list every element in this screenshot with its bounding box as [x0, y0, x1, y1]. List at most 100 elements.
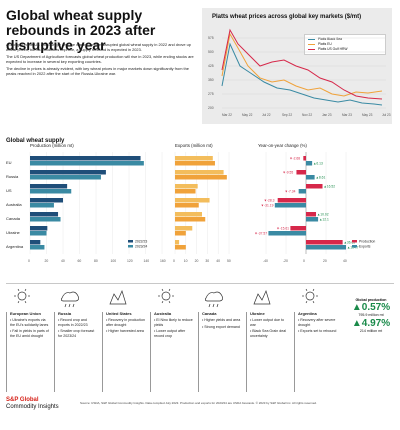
- exports-bar: [175, 203, 199, 208]
- country-note: Argentina • Recovery after severe drought…: [294, 311, 338, 392]
- x-tick-label: 80: [94, 259, 98, 263]
- yoy-value-label: ▼-37.57: [254, 232, 267, 236]
- x-tick-label: Mar 23: [342, 113, 352, 117]
- series-line-us-gulf: [221, 28, 383, 100]
- x-tick-label: 50: [227, 259, 231, 263]
- legend-swatch: [352, 245, 357, 248]
- price-chart-title: Platts wheat prices across global key ma…: [212, 14, 362, 20]
- exports-bar: [175, 184, 198, 189]
- x-tick-label: 30: [205, 259, 209, 263]
- y-tick-label: 425: [208, 64, 214, 68]
- yoy-exports-bar: [274, 203, 306, 208]
- x-tick-label: 60: [78, 259, 82, 263]
- price-chart-panel: Platts wheat prices across global key ma…: [202, 8, 392, 124]
- production-bar: [30, 156, 141, 161]
- exports-bar: [175, 175, 227, 180]
- yoy-value-label: ▲36.63: [344, 241, 356, 245]
- y-tick-label: 575: [208, 36, 214, 40]
- yoy-production-bar: [290, 226, 306, 231]
- exports-bar: [175, 240, 180, 245]
- yoy-value-label: ▼-9.55: [282, 171, 293, 175]
- x-tick-label: 140: [144, 259, 150, 263]
- page-title: Global wheat supply rebounds in 2023 aft…: [6, 7, 156, 53]
- section-title: Global wheat supply: [6, 138, 65, 144]
- production-bar: [30, 203, 54, 208]
- category-label: US: [6, 188, 12, 193]
- category-label: EU: [6, 160, 12, 165]
- production-bar: [30, 175, 101, 180]
- yoy-exports-bar: [298, 189, 306, 194]
- x-tick-label: 40: [61, 259, 65, 263]
- country-note-line: • Lower output due to war: [250, 318, 285, 327]
- production-bar: [30, 245, 45, 250]
- supply-charts: EU Russia US Australia Canada Ukraine Argentin…: [6, 152, 375, 263]
- country-note: European Union • Ukraine's exports via th…: [6, 311, 50, 392]
- country-icon-row: [14, 288, 318, 308]
- yoy-value-label: ▼-31.19: [261, 204, 274, 208]
- country-note-line: • Higher harvested area: [106, 329, 144, 334]
- production-bar: [30, 198, 63, 203]
- country-note-line: • Record crop and exports in 2022/23: [58, 318, 88, 327]
- production-bar: [30, 170, 106, 175]
- production-bar: [30, 161, 144, 166]
- legend-label: 2023/24: [135, 245, 147, 249]
- exports-bar: [175, 245, 186, 250]
- yoy-production-bar: [277, 198, 306, 203]
- country-note-line: • Recovery in production after drought: [106, 318, 146, 327]
- yoy-production-bar: [303, 156, 306, 161]
- exports-bar: [175, 161, 215, 166]
- legend-swatch: [128, 245, 133, 248]
- country-note-line: • Strong export demand: [202, 324, 240, 329]
- exports-bar: [175, 170, 224, 175]
- series-line-black-sea: [221, 42, 383, 106]
- legend-swatch: [352, 240, 357, 243]
- brand-subline: Commodity Insights: [6, 404, 59, 410]
- yoy-exports-bar: [306, 245, 346, 250]
- exports-bar: [175, 217, 206, 222]
- x-tick-label: Jul 22: [262, 113, 271, 117]
- yoy-value-label: ▼-7.34: [285, 190, 296, 194]
- country-note-title: Russia: [58, 311, 72, 316]
- production-bar: [30, 189, 72, 194]
- exports-bar: [175, 189, 196, 194]
- country-note-line: • Lower output after record crop: [154, 329, 186, 338]
- yoy-production-bar: [306, 212, 317, 217]
- category-label: Canada: [6, 216, 21, 221]
- legend-item: Platts Black Sea: [308, 37, 382, 42]
- legend-label: Platts US Gulf HRW: [318, 47, 348, 51]
- x-tick-label: 100: [111, 259, 117, 263]
- country-icon: [14, 288, 30, 304]
- country-note-title: Ukraine: [250, 311, 265, 316]
- exports-bar: [175, 156, 213, 161]
- x-tick-label: -20: [283, 259, 288, 263]
- country-note-title: European Union: [10, 311, 41, 316]
- intro-paragraph: A drought in the US and Europe and the w…: [6, 42, 191, 52]
- country-note-title: Canada: [202, 311, 217, 316]
- exports-chart-title: Exports (million mt): [175, 143, 213, 148]
- production-bar: [30, 212, 59, 217]
- country-note: United States • Recovery in production af…: [102, 311, 146, 392]
- y-tick-label: 350: [208, 78, 214, 82]
- yoy-exports-bar: [306, 217, 319, 222]
- category-label: Russia: [6, 174, 19, 179]
- yoy-value-label: ▲12.1: [319, 218, 329, 222]
- x-tick-label: Jul 23: [382, 113, 391, 117]
- global-production-sub: 795.9 million mt: [358, 313, 384, 318]
- yoy-exports-bar: [306, 161, 313, 166]
- global-summary-label: Global production: [355, 298, 387, 302]
- yoy-production-bar: [306, 184, 323, 189]
- yoy-value-label: ▲6.13: [313, 162, 323, 166]
- x-tick-label: May 22: [242, 113, 253, 117]
- x-tick-label: Mar 22: [222, 113, 232, 117]
- yoy-value-label: ▼-2.68: [289, 157, 300, 161]
- country-note: Russia • Record crop and exports in 2022/…: [54, 311, 98, 392]
- x-tick-label: 0: [28, 259, 30, 263]
- pct-value: 0.57%: [361, 302, 391, 314]
- country-note-title: Australia: [154, 311, 172, 316]
- brand-logo: S&P Global Commodity Insights: [6, 397, 59, 411]
- pct-value: 4.97%: [361, 317, 391, 329]
- yoy-chart-title: Year-on-year change (%): [258, 143, 307, 148]
- x-tick-label: 40: [216, 259, 220, 263]
- country-note: Australia • El Nino likely to reduce yiel…: [150, 311, 194, 392]
- legend-label: Exports: [359, 245, 371, 249]
